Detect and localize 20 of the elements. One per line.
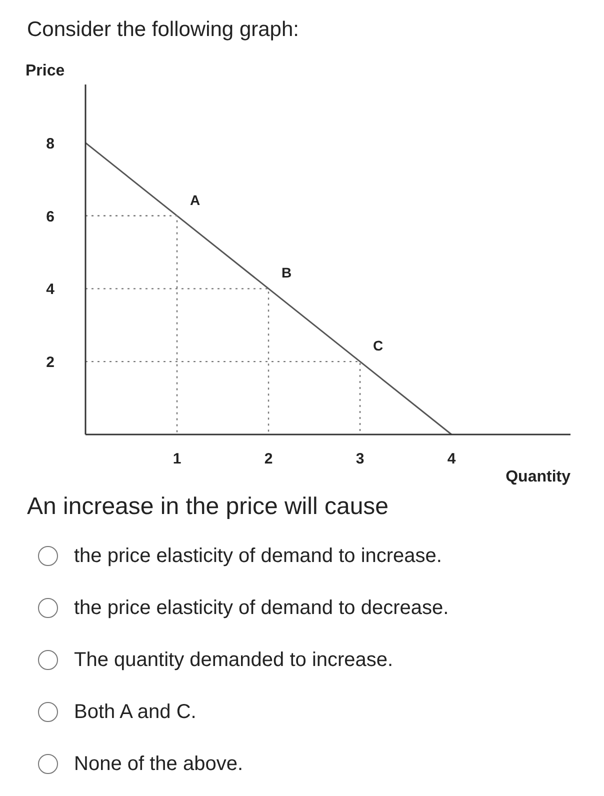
text: An increase in the price will cause — [27, 492, 390, 522]
y-axis-title: Price — [26, 62, 65, 80]
text: Both A and C. — [73, 700, 198, 725]
x-axis-title: Quantity — [506, 468, 571, 486]
y-tick-label: 6 — [46, 208, 54, 226]
text: None of the above. — [73, 752, 244, 777]
x-tick-label: 2 — [264, 450, 273, 468]
y-tick-label: 4 — [46, 281, 56, 298]
x-tick-label: 1 — [172, 450, 182, 468]
annotation: A — [190, 192, 200, 208]
annotation: C — [372, 338, 384, 354]
text: the price elasticity of demand to decrease. — [73, 596, 449, 621]
y-tick-label: 8 — [46, 135, 54, 152]
x-tick-label: 3 — [356, 450, 364, 468]
text: The quantity demanded to increase. — [73, 648, 394, 673]
y-tick-label: 2 — [46, 354, 54, 372]
annotation: B — [281, 264, 292, 281]
x-tick-label: 4 — [447, 450, 456, 468]
text: the price elasticity of demand to increase. — [73, 544, 443, 569]
chart-title: Consider the following graph: — [26, 17, 299, 43]
